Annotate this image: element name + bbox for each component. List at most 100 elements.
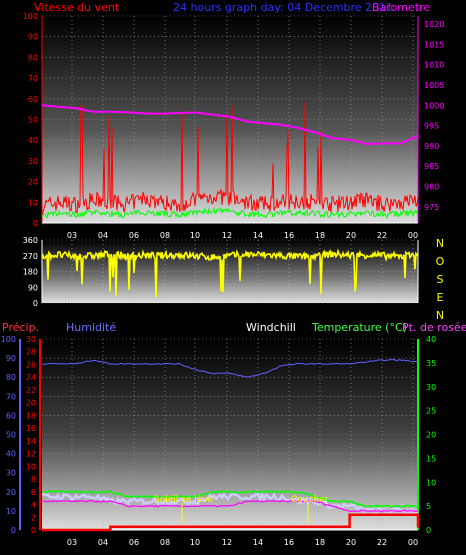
precip-y-tick-label: 10 xyxy=(26,462,36,471)
humidity-title: Humidité xyxy=(66,321,116,334)
baro-y-tick-label: 985 xyxy=(424,162,439,171)
climate-x-tick-label: 22 xyxy=(377,538,387,547)
wind-panel-series xyxy=(41,101,419,220)
humidity-y-tick-label: 80 xyxy=(6,373,16,382)
baro-y-tick-label: 1010 xyxy=(424,61,444,70)
wind-x-tick-label: 16 xyxy=(284,231,294,240)
windchill-line xyxy=(41,490,419,517)
precip-y-tick-label: 22 xyxy=(26,386,36,395)
wind-y-tick-label: 80 xyxy=(28,53,38,62)
wind-panel-axes: 0102030405060708090100975980985990995100… xyxy=(23,12,445,240)
wind-dir-panel-grid: 0 90 180 270 360 xyxy=(23,236,419,308)
sunrise-label: Soleil se lève xyxy=(154,494,214,505)
climate-x-tick-label: 14 xyxy=(253,538,263,547)
climate-x-tick-label: 08 xyxy=(160,538,170,547)
temp-y-tick-label: 20 xyxy=(426,431,436,440)
barometer-title: Barometre xyxy=(372,1,430,14)
humidity-y-tick-label: 10 xyxy=(6,507,16,516)
precip-y-tick-label: 8 xyxy=(31,475,36,484)
dewpoint-line xyxy=(41,499,419,513)
wind-x-tick-label: 08 xyxy=(160,231,170,240)
wind-y-tick-label: 70 xyxy=(28,74,38,83)
precip-y-tick-label: 24 xyxy=(26,373,36,382)
climate-x-tick-label: 18 xyxy=(315,538,325,547)
temp-y-tick-label: 30 xyxy=(426,383,436,392)
wind-x-tick-label: 03 xyxy=(67,231,77,240)
wind-y-tick-label: 100 xyxy=(23,12,38,21)
climate-x-tick-label: 12 xyxy=(222,538,232,547)
compass-letter: S xyxy=(437,273,444,286)
climate-x-tick-label: 00 xyxy=(408,538,418,547)
precip-y-tick-label: 26 xyxy=(26,360,36,369)
wind-dir-y-tick-label: 180 xyxy=(23,268,38,277)
humidity-y-tick-label: 0 xyxy=(11,526,16,535)
climate-x-tick-label: 04 xyxy=(98,538,108,547)
humidity-y-tick-label: 30 xyxy=(6,469,16,478)
baro-y-tick-label: 1005 xyxy=(424,81,444,90)
precip-y-tick-label: 16 xyxy=(26,424,36,433)
wind-x-tick-label: 06 xyxy=(129,231,139,240)
temperature-title: Temperature (°C) xyxy=(311,321,407,334)
climate-x-tick-label: 16 xyxy=(284,538,294,547)
barometer-line xyxy=(41,104,419,145)
wind-x-tick-label: 20 xyxy=(346,231,356,240)
climate-panel-axes: 0102030405060708090100024681012141618202… xyxy=(1,335,436,547)
precip-title: Précip. xyxy=(2,321,39,334)
climate-x-tick-label: 06 xyxy=(129,538,139,547)
wind-y-tick-label: 30 xyxy=(28,157,38,166)
humidity-y-tick-label: 20 xyxy=(6,488,16,497)
precip-y-tick-label: 14 xyxy=(26,437,36,446)
wind-x-tick-label: 04 xyxy=(98,231,108,240)
wind-speed-line xyxy=(41,101,419,215)
baro-y-tick-label: 1015 xyxy=(424,40,444,49)
climate-x-tick-label: 10 xyxy=(190,538,200,547)
temp-y-tick-label: 5 xyxy=(426,502,431,511)
baro-y-tick-label: 1020 xyxy=(424,20,444,29)
humidity-y-tick-label: 60 xyxy=(6,411,16,420)
dewpoint-title: Pt. de rosée xyxy=(402,321,466,334)
humidity-y-tick-label: 50 xyxy=(6,431,16,440)
compass-letter: O xyxy=(436,255,445,268)
precip-y-tick-label: 30 xyxy=(26,335,36,344)
precip-y-tick-label: 6 xyxy=(31,488,36,497)
precip-y-tick-label: 28 xyxy=(26,348,36,357)
wind-y-tick-label: 10 xyxy=(28,198,38,207)
wind-dir-y-tick-label: 360 xyxy=(23,236,38,245)
compass-letter: N xyxy=(436,309,444,322)
wind-x-tick-label: 22 xyxy=(377,231,387,240)
baro-y-tick-label: 975 xyxy=(424,203,439,212)
wind-y-tick-label: 50 xyxy=(28,116,38,125)
temp-y-tick-label: 40 xyxy=(426,335,436,344)
wind-dir-y-tick-label: 90 xyxy=(28,283,38,292)
precip-y-tick-label: 2 xyxy=(31,513,36,522)
baro-y-tick-label: 980 xyxy=(424,182,439,191)
windchill-title: Windchill xyxy=(246,321,296,334)
graph-date-title: 24 hours graph day: 04 Decembre 2011 xyxy=(173,1,393,14)
temp-y-tick-label: 0 xyxy=(426,526,431,535)
humidity-y-tick-label: 90 xyxy=(6,354,16,363)
temp-y-tick-label: 35 xyxy=(426,359,436,368)
temp-y-tick-label: 25 xyxy=(426,407,436,416)
temperature-line xyxy=(41,490,419,508)
humidity-y-tick-label: 40 xyxy=(6,450,16,459)
wind-x-tick-label: 18 xyxy=(315,231,325,240)
temp-y-tick-label: 15 xyxy=(426,454,436,463)
wind-average-line xyxy=(41,206,419,220)
precip-y-tick-label: 20 xyxy=(26,399,36,408)
climate-x-tick-label: 03 xyxy=(67,538,77,547)
climate-panel-series xyxy=(41,358,420,532)
climate-x-tick-label: 20 xyxy=(346,538,356,547)
baro-y-tick-label: 990 xyxy=(424,142,439,151)
wind-dir-y-tick-label: 270 xyxy=(23,252,38,261)
precip-y-tick-label: 12 xyxy=(26,450,36,459)
wind-direction-line xyxy=(41,248,419,298)
sunset-label: Coucher xyxy=(291,495,329,505)
wind-y-tick-label: 90 xyxy=(28,33,38,42)
compass-letter: E xyxy=(437,291,444,304)
baro-y-tick-label: 995 xyxy=(424,122,439,131)
wind-x-tick-label: 10 xyxy=(190,231,200,240)
compass-letter: N xyxy=(436,237,444,250)
wind-dir-y-tick-label: 0 xyxy=(33,299,38,308)
wind-x-tick-label: 00 xyxy=(408,231,418,240)
